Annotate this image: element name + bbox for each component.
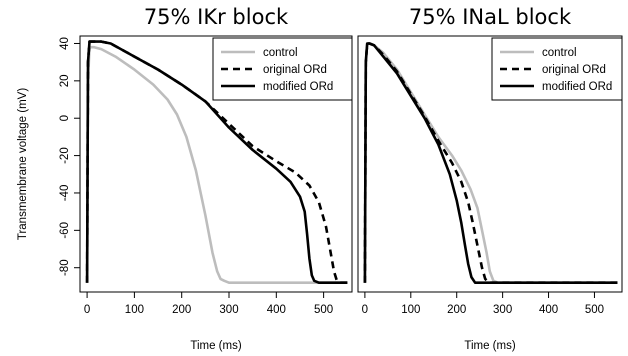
x-tick-label: 400 bbox=[539, 304, 558, 316]
x-tick-label: 100 bbox=[401, 304, 420, 316]
y-tick-label: -80 bbox=[59, 259, 71, 276]
legend: control original ORd modified ORd bbox=[491, 37, 623, 101]
x-tick-label: 300 bbox=[493, 304, 512, 316]
legend: control original ORd modified ORd bbox=[212, 37, 353, 101]
y-tick-label: 40 bbox=[59, 37, 71, 50]
legend-label: original ORd bbox=[263, 64, 327, 76]
y-tick-label: 20 bbox=[59, 74, 71, 87]
x-tick-label: 0 bbox=[362, 304, 368, 316]
series-line-modified-ord bbox=[85, 40, 348, 285]
y-tick-label: -40 bbox=[59, 185, 71, 202]
y-tick-label: 0 bbox=[59, 115, 71, 121]
legend-label: modified ORd bbox=[542, 81, 612, 93]
legend-label: control bbox=[542, 47, 577, 59]
x-tick-label: 200 bbox=[447, 304, 466, 316]
x-axis-label: Time (ms) bbox=[464, 340, 515, 352]
x-tick-label: 500 bbox=[314, 304, 333, 316]
x-tick-label: 500 bbox=[585, 304, 604, 316]
x-axis-label: Time (ms) bbox=[190, 340, 241, 352]
x-tick-label: 0 bbox=[84, 304, 90, 316]
legend-label: original ORd bbox=[542, 64, 606, 76]
plot-frame bbox=[79, 35, 353, 293]
y-tick-label: -60 bbox=[59, 222, 71, 239]
legend-label: modified ORd bbox=[263, 81, 333, 93]
x-tick-label: 300 bbox=[219, 304, 238, 316]
panel-title: 75% INaL block bbox=[409, 5, 572, 29]
series-line-modified-ord bbox=[363, 42, 618, 285]
series-line-control bbox=[85, 45, 348, 285]
x-tick-label: 400 bbox=[267, 304, 286, 316]
legend-label: control bbox=[263, 47, 298, 59]
panel-2: 75% INaL block 0 100 200 300 400 500 Time (ms) c… bbox=[357, 5, 623, 352]
y-tick-label: -20 bbox=[59, 147, 71, 164]
x-tick-label: 100 bbox=[125, 304, 144, 316]
plot-frame bbox=[357, 35, 623, 293]
y-axis-label: Transmembrane voltage (mV) bbox=[17, 88, 29, 240]
x-tick-label: 200 bbox=[172, 304, 191, 316]
panel-title: 75% IKr block bbox=[144, 5, 289, 29]
